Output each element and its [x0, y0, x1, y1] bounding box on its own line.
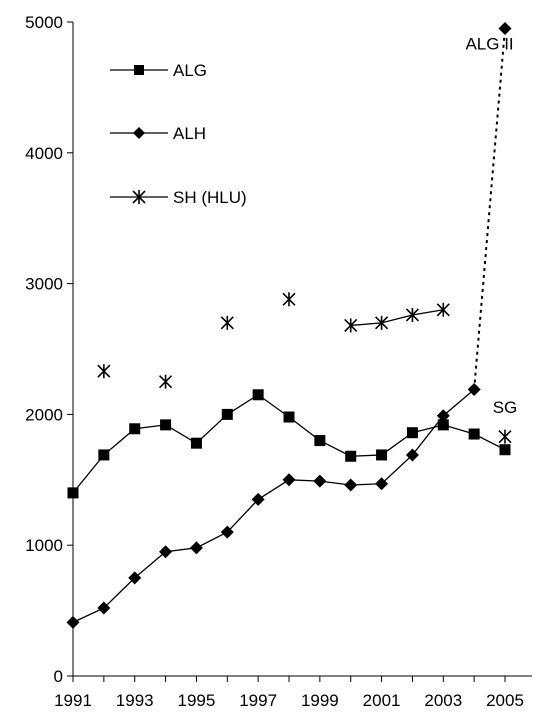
- x-tick-marks: [72, 676, 506, 682]
- legend-diamond-icon: [133, 127, 145, 139]
- series-alg: [67, 389, 511, 499]
- data-point-alh: [97, 601, 111, 615]
- data-point-alh: [220, 525, 234, 539]
- data-point-alh: [66, 615, 80, 629]
- series-sh-line: [350, 309, 444, 327]
- data-point-alg: [252, 389, 264, 401]
- data-point-alg: [406, 427, 418, 439]
- x-tick-label: 2005: [486, 691, 524, 710]
- series-alh: [66, 383, 481, 629]
- x-tick-label: 1993: [116, 691, 154, 710]
- data-point-alg: [98, 449, 110, 461]
- data-point-alg: [499, 444, 511, 456]
- legend-label-sh: SH (HLU): [173, 188, 247, 207]
- y-tick-marks: [67, 21, 73, 677]
- data-point-alg: [376, 449, 388, 461]
- legend-item-alg: ALG: [110, 61, 207, 80]
- series-alh-line: [72, 389, 475, 623]
- x-tick-label: 2001: [363, 691, 401, 710]
- legend-item-sh: SH (HLU): [110, 188, 247, 207]
- data-point-alg: [437, 419, 449, 431]
- data-point-sh: [344, 318, 358, 333]
- legend: ALG ALH SH (HLU): [110, 61, 247, 207]
- x-tick-label: 1991: [54, 691, 92, 710]
- y-tick-label: 4000: [25, 144, 63, 163]
- y-tick-label: 0: [54, 667, 63, 686]
- data-point-alh: [282, 473, 296, 487]
- series-sh: [97, 292, 512, 444]
- data-point-alh: [189, 541, 203, 555]
- x-tick-label: 2003: [424, 691, 462, 710]
- data-point-alg: [67, 487, 79, 499]
- y-tick-label: 1000: [25, 536, 63, 555]
- data-point-alh: [128, 571, 142, 585]
- annotation-label: ALG II: [465, 34, 513, 53]
- data-point-sh: [498, 429, 512, 444]
- series-layer: [66, 22, 512, 629]
- data-point-sh: [405, 307, 419, 322]
- data-point-sh: [159, 374, 173, 389]
- series-alg-ii: [473, 22, 512, 390]
- data-point-alg-ii: [498, 22, 512, 36]
- data-point-alh: [344, 478, 358, 492]
- x-tick-label: 1997: [239, 691, 277, 710]
- data-point-alh: [251, 492, 265, 506]
- data-point-sh: [97, 364, 111, 379]
- data-point-sh: [282, 292, 296, 307]
- data-point-alg: [129, 423, 141, 435]
- data-point-alg: [221, 408, 233, 420]
- legend-label-alg: ALG: [173, 61, 207, 80]
- data-point-alg: [283, 411, 295, 423]
- y-tick-labels: 0 1000 2000 3000 4000 5000: [25, 13, 63, 686]
- data-point-alg: [190, 437, 202, 449]
- data-point-alh: [313, 474, 327, 488]
- legend-label-alh: ALH: [173, 124, 206, 143]
- y-tick-label: 5000: [25, 13, 63, 32]
- legend-asterisk-icon: [132, 190, 146, 204]
- x-tick-label: 1995: [178, 691, 216, 710]
- annotations: ALG II SG: [465, 34, 517, 417]
- data-point-alh: [436, 409, 450, 423]
- y-tick-label: 2000: [25, 405, 63, 424]
- x-tick-label: 1999: [301, 691, 339, 710]
- data-point-alg: [345, 450, 357, 462]
- data-point-alh: [159, 545, 173, 559]
- data-point-sh: [375, 315, 389, 330]
- x-tick-labels: 1991 1993 1995 1997 1999 2001 2003 2005: [54, 691, 524, 710]
- data-point-sh: [220, 315, 234, 330]
- y-tick-label: 3000: [25, 275, 63, 294]
- data-point-alg: [160, 419, 172, 431]
- series-alg-ii-dashed-line: [473, 28, 506, 390]
- legend-item-alh: ALH: [110, 124, 206, 143]
- legend-square-icon: [134, 65, 144, 75]
- data-point-alh: [405, 448, 419, 462]
- data-point-alg: [314, 435, 326, 447]
- data-point-alg: [468, 428, 480, 440]
- annotation-label: SG: [493, 398, 518, 417]
- data-point-sh: [436, 302, 450, 317]
- data-point-alh: [375, 477, 389, 491]
